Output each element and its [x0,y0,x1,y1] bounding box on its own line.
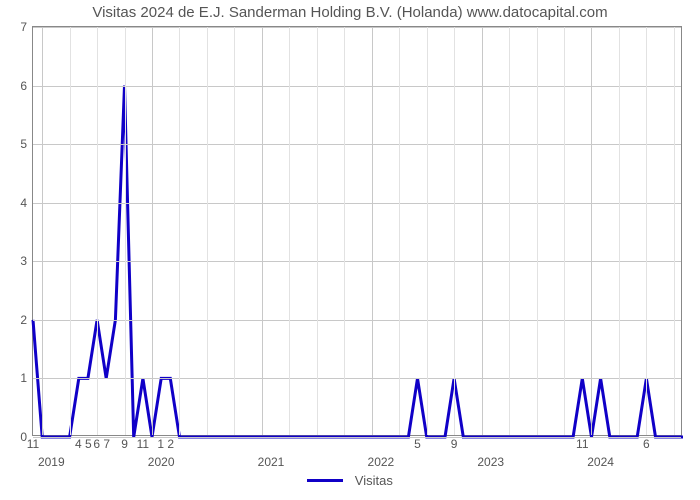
x-tick-year-label: 2023 [477,455,504,469]
y-tick-label: 7 [20,20,33,34]
gridline-vertical-minor [399,27,400,435]
gridline-horizontal [33,203,681,204]
gridline-vertical-minor [619,27,620,435]
legend-label: Visitas [355,473,393,488]
gridline-vertical-minor [179,27,180,435]
x-tick-month-label: 6 7 [93,435,110,451]
legend: Visitas [0,472,700,488]
y-tick-label: 4 [20,196,33,210]
x-tick-month-label: 11 [27,435,39,451]
x-tick-year-label: 2019 [38,455,65,469]
gridline-vertical-minor [70,27,71,435]
gridline-horizontal [33,261,681,262]
x-tick-year-label: 2022 [368,455,395,469]
x-tick-year-label: 2024 [587,455,614,469]
gridline-horizontal [33,144,681,145]
y-tick-label: 2 [20,313,33,327]
gridline-horizontal [33,378,681,379]
x-tick-month-label: 4 5 [75,435,92,451]
gridline-vertical-minor [207,27,208,435]
gridline-vertical-minor [427,27,428,435]
y-tick-label: 1 [20,371,33,385]
series-line [33,27,683,437]
chart-container: Visitas 2024 de E.J. Sanderman Holding B… [0,0,700,500]
gridline-vertical-minor [564,27,565,435]
x-tick-month-label: 11 [137,435,149,451]
gridline-vertical-major [262,27,263,435]
x-tick-month-label: 9 [121,435,128,451]
gridline-vertical-minor [646,27,647,435]
gridline-vertical-minor [509,27,510,435]
x-tick-month-label: 1 2 [157,435,174,451]
gridline-vertical-minor [317,27,318,435]
gridline-horizontal [33,86,681,87]
gridline-vertical-minor [234,27,235,435]
gridline-vertical-minor [125,27,126,435]
x-tick-month-label: 11 [576,435,588,451]
x-tick-year-label: 2021 [258,455,285,469]
gridline-horizontal [33,27,681,28]
legend-swatch [307,479,343,482]
gridline-vertical-minor [289,27,290,435]
gridline-vertical-minor [537,27,538,435]
gridline-vertical-minor [454,27,455,435]
y-tick-label: 6 [20,79,33,93]
x-tick-year-label: 2020 [148,455,175,469]
gridline-vertical-minor [97,27,98,435]
gridline-vertical-major [152,27,153,435]
plot-area: 01234567114 56 79111 2591162019202020212… [32,26,682,436]
gridline-vertical-major [372,27,373,435]
gridline-vertical-minor [674,27,675,435]
gridline-vertical-minor [344,27,345,435]
gridline-vertical-major [42,27,43,435]
y-tick-label: 5 [20,137,33,151]
gridline-horizontal [33,320,681,321]
x-tick-month-label: 9 [451,435,458,451]
x-tick-month-label: 6 [643,435,650,451]
chart-title: Visitas 2024 de E.J. Sanderman Holding B… [0,4,700,21]
gridline-vertical-major [591,27,592,435]
x-tick-month-label: 5 [414,435,421,451]
y-tick-label: 3 [20,254,33,268]
gridline-vertical-major [482,27,483,435]
